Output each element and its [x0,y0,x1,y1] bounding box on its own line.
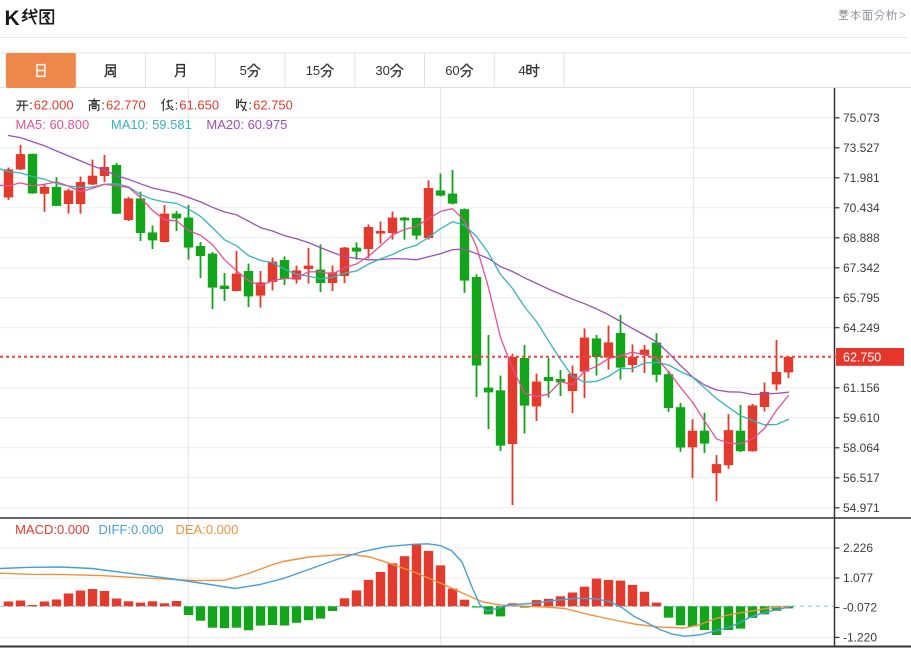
svg-text::: : [29,98,33,113]
svg-text::: : [248,98,252,113]
svg-text:61.156: 61.156 [843,381,880,395]
svg-text:MA20: 60.975: MA20: 60.975 [206,117,287,132]
svg-text:62.770: 62.770 [106,98,146,113]
svg-text:59.610: 59.610 [843,411,880,425]
svg-text:DIFF:0.000: DIFF:0.000 [99,522,164,537]
svg-text:62.000: 62.000 [34,98,74,113]
svg-text:75.073: 75.073 [843,111,880,125]
svg-text:71.981: 71.981 [843,171,880,185]
svg-text:MA10: 59.581: MA10: 59.581 [111,117,192,132]
svg-text:73.527: 73.527 [843,141,880,155]
svg-text:15: 15 [306,63,320,78]
svg-text:61.650: 61.650 [179,98,219,113]
svg-text:70.434: 70.434 [843,201,880,215]
svg-text::: : [101,98,105,113]
svg-text:MA5: 60.800: MA5: 60.800 [16,117,90,132]
svg-text:-0.072: -0.072 [843,601,877,615]
svg-text:64.249: 64.249 [843,321,880,335]
svg-text:-1.220: -1.220 [843,631,877,645]
svg-text:60: 60 [445,63,459,78]
svg-text::: : [175,98,179,113]
svg-text:2.226: 2.226 [843,541,873,555]
svg-text:MACD:0.000: MACD:0.000 [15,522,89,537]
svg-text:68.888: 68.888 [843,231,880,245]
svg-text:56.517: 56.517 [843,471,880,485]
svg-text:54.971: 54.971 [843,501,880,515]
svg-text:67.342: 67.342 [843,261,880,275]
svg-text:58.064: 58.064 [843,441,880,455]
svg-text:K: K [5,7,20,30]
svg-text:62.750: 62.750 [843,351,881,365]
svg-text:62.750: 62.750 [253,98,293,113]
svg-text:5: 5 [240,63,247,78]
svg-text:4: 4 [519,63,526,78]
svg-text:30: 30 [375,63,389,78]
svg-text:DEA:0.000: DEA:0.000 [176,522,239,537]
svg-text:>: > [899,8,906,22]
svg-text:1.077: 1.077 [843,571,873,585]
svg-text:65.795: 65.795 [843,291,880,305]
